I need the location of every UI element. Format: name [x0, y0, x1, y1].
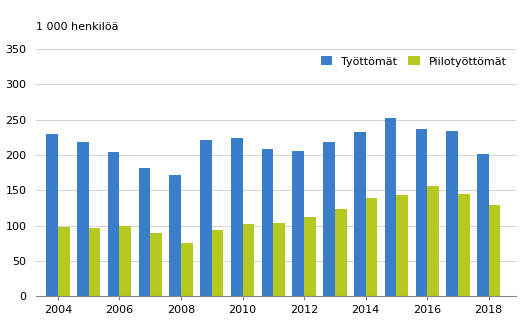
Bar	[416, 129, 427, 296]
Bar	[243, 224, 254, 296]
Bar	[231, 138, 243, 296]
Bar	[200, 140, 212, 296]
Text: 1 000 henkilöä: 1 000 henkilöä	[37, 22, 119, 31]
Bar	[458, 194, 470, 296]
Bar	[58, 227, 69, 296]
Bar	[46, 134, 58, 296]
Bar	[366, 198, 377, 296]
Bar	[274, 223, 285, 296]
Legend: Työttömät, Piilotyöttömät: Työttömät, Piilotyöttömät	[317, 52, 511, 71]
Bar	[427, 186, 439, 296]
Bar	[262, 149, 274, 296]
Bar	[304, 216, 316, 296]
Bar	[354, 132, 366, 296]
Bar	[120, 226, 131, 296]
Bar	[150, 233, 162, 296]
Bar	[489, 205, 501, 296]
Bar	[212, 230, 223, 296]
Bar	[323, 142, 335, 296]
Bar	[292, 151, 304, 296]
Bar	[446, 131, 458, 296]
Bar	[477, 153, 489, 296]
Bar	[396, 195, 408, 296]
Bar	[77, 142, 89, 296]
Bar	[89, 228, 100, 296]
Bar	[138, 168, 150, 296]
Bar	[385, 118, 396, 296]
Bar	[169, 175, 181, 296]
Bar	[181, 243, 193, 296]
Bar	[108, 152, 120, 296]
Bar	[335, 209, 347, 296]
